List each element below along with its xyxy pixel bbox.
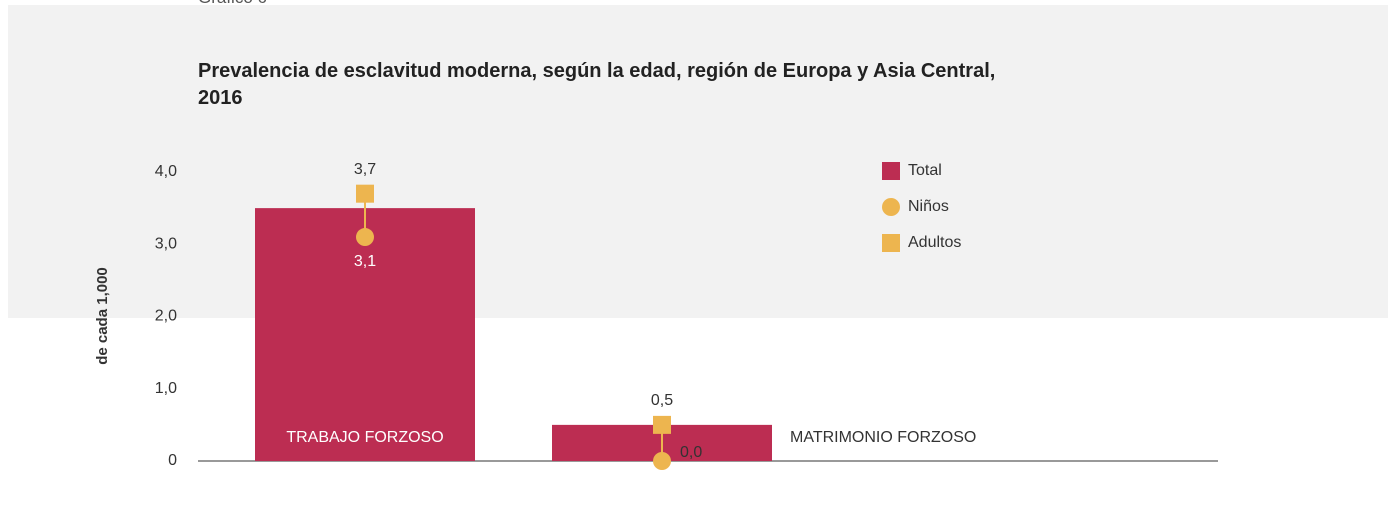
y-tick-label: 0 <box>168 452 177 469</box>
y-tick-label: 3,0 <box>155 235 177 252</box>
bar <box>255 208 475 461</box>
marker-square <box>356 184 374 203</box>
y-tick-label: 4,0 <box>155 163 177 180</box>
data-label: 0,0 <box>680 444 702 461</box>
marker-circle <box>653 452 671 470</box>
chart-title: Prevalencia de esclavitud moderna, según… <box>198 60 996 109</box>
data-label: 3,7 <box>354 161 376 178</box>
y-axis-label: de cada 1,000 <box>94 267 111 365</box>
chart-panel <box>8 5 1388 318</box>
legend-marker <box>882 234 900 252</box>
caption: Gráfico 6 <box>198 0 267 8</box>
legend-label: Adultos <box>908 234 961 251</box>
y-tick-label: 2,0 <box>155 308 177 325</box>
legend-label: Total <box>908 162 942 179</box>
legend-label: Niños <box>908 198 949 215</box>
legend-marker <box>882 198 900 216</box>
data-label: 0,5 <box>651 392 673 409</box>
data-label: 3,1 <box>354 253 376 270</box>
marker-square <box>653 415 671 434</box>
y-tick-label: 1,0 <box>155 380 177 397</box>
marker-circle <box>356 228 374 247</box>
category-label: TRABAJO FORZOSO <box>286 429 443 446</box>
category-label: MATRIMONIO FORZOSO <box>790 429 976 446</box>
legend-marker <box>882 162 900 180</box>
